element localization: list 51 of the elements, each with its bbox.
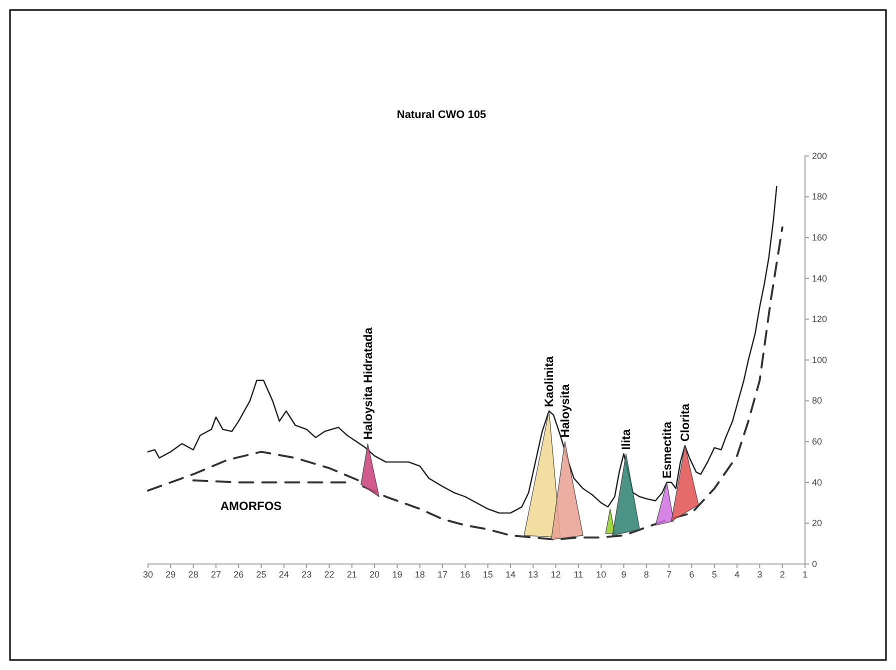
x-tick-label: 12 [550,569,561,580]
text: Haloysita [558,384,572,438]
y-tick-label: 60 [812,436,822,446]
x-tick-label: 30 [142,569,154,580]
x-tick-label: 7 [666,569,672,580]
y-tick-label: 140 [812,273,828,284]
x-tick-label: 25 [256,569,266,580]
x-tick-label: 5 [712,569,717,580]
x-tick-label: 4 [734,569,740,580]
text: Ilita [619,428,634,450]
y-tick-label: 0 [812,558,818,569]
text: Kaolinita [542,356,556,407]
line-series [362,226,784,541]
text: Esmectita [660,421,674,478]
y-tick-label: 180 [812,192,828,202]
x-tick-label: 6 [689,569,694,580]
x-tick-label: 26 [234,569,244,580]
x-tick-label: 1 [802,569,808,580]
x-tick-label: 11 [574,569,584,580]
line-series [147,186,778,514]
x-tick-label: 3 [757,569,762,580]
x-tick-label: 29 [166,569,176,580]
y-tick-label: 100 [812,354,828,365]
x-tick-label: 20 [370,569,380,580]
y-tick-label: 40 [812,477,822,488]
x-tick-label: 28 [188,569,198,580]
text: Haloysita Hidratada [360,327,375,440]
x-tick-label: 22 [324,569,334,580]
x-tick-label: 9 [621,569,626,580]
x-tick-label: 13 [528,569,538,580]
chart-title: Natural CWO 105 [396,109,486,121]
x-tick-label: 27 [210,569,221,580]
y-tick-label: 80 [812,396,822,406]
x-tick-label: 16 [460,569,470,580]
x-tick-label: 15 [482,569,493,580]
x-tick-label: 24 [278,569,289,580]
y-tick-label: 120 [812,314,828,324]
x-tick-label: 8 [644,569,649,580]
annotation: AMORFOS [220,499,282,513]
x-tick-label: 10 [596,569,606,580]
y-tick-label: 200 [812,150,828,161]
x-tick-label: 17 [438,569,448,580]
x-tick-label: 21 [346,569,357,580]
x-tick-label: 18 [414,569,425,580]
x-tick-label: 23 [302,569,312,580]
x-tick-label: 2 [780,569,785,580]
y-tick-label: 160 [812,232,828,242]
x-tick-label: 14 [505,569,516,580]
text: Clorita [678,403,692,442]
x-tick-label: 19 [392,569,402,580]
y-tick-label: 20 [812,518,822,528]
